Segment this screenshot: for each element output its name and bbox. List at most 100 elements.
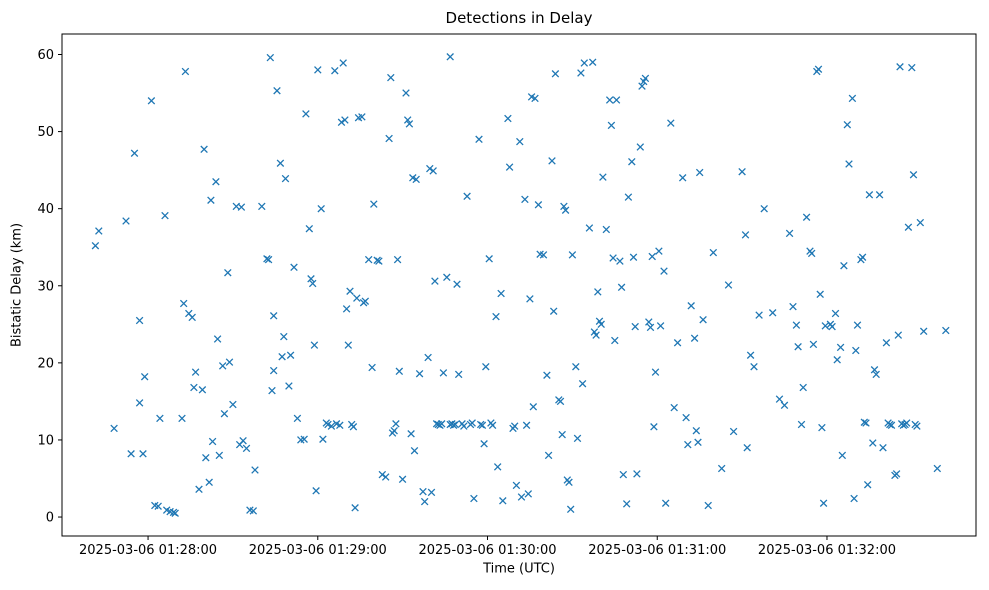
scatter-point — [872, 370, 880, 379]
scatter-point — [743, 443, 751, 452]
scatter-point — [426, 164, 434, 173]
scatter-point — [611, 336, 619, 345]
scatter-point — [285, 382, 293, 390]
scatter-point — [768, 309, 777, 317]
scatter-point — [641, 74, 650, 83]
scatter-point — [213, 335, 222, 343]
scatter-point — [431, 277, 439, 285]
scatter-point — [896, 63, 904, 71]
scatter-point — [443, 273, 451, 282]
scatter-point — [840, 261, 848, 270]
scatter-point — [916, 218, 925, 227]
scatter-point — [346, 287, 354, 295]
scatter-point — [869, 439, 877, 447]
scatter-point — [269, 312, 278, 320]
scatter-point — [588, 58, 597, 66]
scatter-point — [278, 352, 286, 361]
scatter-point — [670, 403, 678, 412]
scatter-point — [913, 422, 921, 430]
x-tick-label: 2025-03-06 01:31:00 — [588, 543, 726, 558]
scatter-point — [780, 401, 789, 410]
scatter-point — [312, 487, 320, 495]
scatter-point — [597, 320, 605, 329]
scatter-point — [560, 202, 568, 211]
scatter-point — [480, 440, 488, 448]
scatter-point — [307, 275, 315, 283]
scatter-point — [424, 353, 432, 362]
scatter-point — [510, 422, 519, 430]
scatter-point — [746, 351, 755, 359]
scatter-point — [147, 97, 156, 105]
scatter-point — [319, 435, 327, 443]
scatter-point — [821, 322, 830, 330]
scatter-point — [667, 119, 675, 127]
scatter-point — [512, 481, 521, 490]
scatter-point — [750, 362, 758, 371]
scatter-point — [370, 200, 378, 208]
scatter-point — [624, 193, 633, 201]
scatter-point — [405, 120, 414, 128]
scatter-point — [171, 509, 179, 517]
scatter-point — [607, 121, 616, 130]
scatter-point — [558, 430, 566, 439]
scatter-point — [407, 430, 415, 438]
scatter-point — [178, 414, 186, 423]
scatter-point — [218, 362, 227, 370]
scatter-point — [661, 499, 670, 507]
scatter-point — [785, 229, 794, 238]
scatter-point — [351, 504, 359, 512]
scatter-point — [807, 249, 816, 258]
scatter-point — [398, 475, 407, 484]
scatter-point — [224, 268, 232, 277]
scatter-point — [364, 255, 373, 264]
scatter-point — [251, 466, 259, 474]
scatter-point — [875, 191, 884, 199]
scatter-point — [602, 225, 611, 234]
scatter-point — [517, 493, 526, 501]
scatter-point — [208, 437, 217, 446]
scatter-point — [368, 363, 376, 372]
scatter-point — [327, 422, 336, 430]
scatter-point — [499, 497, 507, 505]
scatter-point — [258, 202, 266, 211]
scatter-point — [293, 414, 302, 423]
scatter-point — [268, 386, 276, 395]
scatter-point — [392, 420, 400, 428]
scatter-point — [264, 255, 273, 264]
scatter-point — [631, 322, 639, 331]
y-tick-label: 0 — [46, 511, 54, 526]
scatter-point — [463, 192, 471, 201]
scatter-point — [358, 113, 366, 121]
scatter-point — [344, 341, 353, 349]
scatter-point — [651, 368, 660, 376]
scatter-point — [831, 309, 840, 318]
scatter-point — [863, 480, 872, 489]
scatter-point — [909, 171, 918, 179]
scatter-point — [269, 366, 278, 375]
scatter-point — [887, 421, 896, 430]
scatter-point — [139, 450, 147, 458]
scatter-point — [660, 267, 668, 275]
scatter-point — [130, 149, 139, 157]
scatter-point — [531, 94, 539, 103]
scatter-point — [549, 307, 558, 315]
scatter-point — [505, 163, 514, 171]
scatter-point — [110, 424, 118, 433]
scatter-point — [802, 213, 811, 221]
scatter-point — [385, 134, 393, 143]
scatter-point — [420, 497, 429, 506]
scatter-point — [314, 66, 322, 74]
scatter-point — [387, 73, 395, 82]
scatter-point — [843, 120, 852, 129]
scatter-point — [882, 339, 891, 347]
scatter-point — [127, 450, 135, 458]
scatter-point — [249, 507, 258, 515]
scatter-point — [599, 173, 607, 181]
scatter-point — [215, 451, 224, 460]
scatter-point — [799, 383, 807, 392]
scatter-point — [942, 326, 950, 335]
scatter-point — [237, 203, 246, 211]
scatter-point — [337, 118, 346, 127]
scatter-point — [339, 59, 347, 67]
y-tick-label: 50 — [37, 125, 54, 140]
